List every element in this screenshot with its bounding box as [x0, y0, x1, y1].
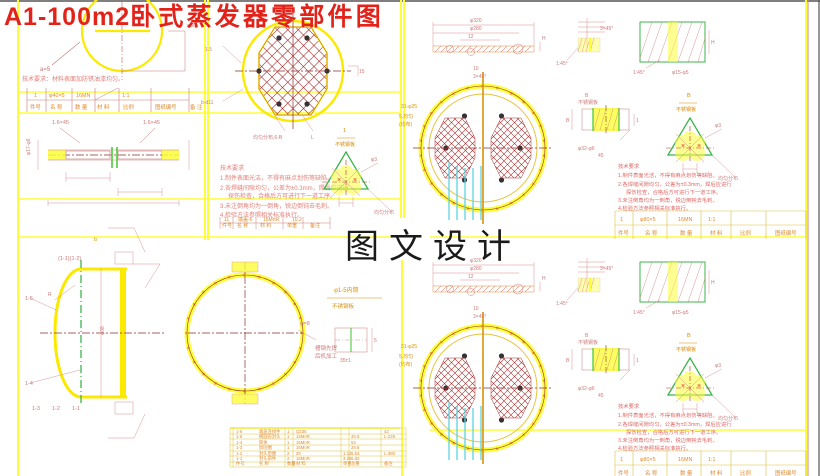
- svg-text:×: ×: [353, 177, 357, 184]
- svg-text:φ3: φ3: [371, 157, 377, 163]
- svg-text:件号: 件号: [30, 103, 41, 111]
- svg-text:技术要求: 技术要求: [220, 164, 244, 172]
- svg-text:探伤检查，合格后方可进行下一道工序。: 探伤检查，合格后方可进行下一道工序。: [228, 192, 336, 200]
- svg-text:3.未注倒角均为一倒角，锐边倒钝去毛刺。: 3.未注倒角均为一倒角，锐边倒钝去毛刺。: [220, 202, 333, 210]
- svg-text:图纸编号: 图纸编号: [155, 103, 177, 111]
- svg-text:15: 15: [359, 69, 365, 75]
- svg-text:名 称: 名 称: [50, 103, 63, 111]
- svg-text:L: L: [311, 135, 314, 141]
- svg-text:端盖-6: 端盖-6: [238, 216, 253, 223]
- svg-text:均匀分布,6-B: 均匀分布,6-B: [253, 134, 283, 141]
- svg-text:不锈钢板: 不锈钢板: [335, 141, 355, 148]
- svg-text:16MN: 16MN: [76, 93, 90, 99]
- svg-text:a=5: a=5: [40, 67, 51, 73]
- svg-text:材 料: 材 料: [97, 103, 110, 111]
- svg-text:φ17-φ6: φ17-φ6: [26, 138, 32, 155]
- svg-text:1: 1: [34, 93, 37, 99]
- svg-text:材 料: 材 料: [260, 222, 271, 229]
- svg-text:名 称: 名 称: [237, 222, 248, 229]
- svg-text:2.各焊缝间隙均匀，公差为±0.3mm，焊后应进行: 2.各焊缝间隙均匀，公差为±0.3mm，焊后应进行: [220, 184, 349, 192]
- svg-text:1:1: 1:1: [122, 93, 130, 99]
- svg-text:φ40×5: φ40×5: [49, 93, 65, 99]
- svg-text:1.5: 1.5: [205, 47, 212, 53]
- svg-text:×: ×: [337, 177, 341, 184]
- svg-text:1.6×45: 1.6×45: [52, 120, 69, 126]
- svg-text:备注: 备注: [310, 222, 320, 229]
- svg-text:均匀分布: 均匀分布: [374, 209, 394, 216]
- svg-text:1.制件表面光洁，不得有麻点划伤等缺陷。: 1.制件表面光洁，不得有麻点划伤等缺陷。: [220, 174, 333, 182]
- svg-text:比例: 比例: [123, 103, 134, 111]
- svg-text:1: 1: [343, 128, 346, 134]
- svg-text:4.检验方法参照相关标准执行。: 4.检验方法参照相关标准执行。: [220, 211, 303, 219]
- svg-text:b-d11: b-d11: [201, 100, 214, 106]
- svg-text:1.6×45: 1.6×45: [143, 120, 160, 126]
- svg-text:备 注: 备 注: [190, 103, 203, 111]
- svg-text:件号: 件号: [222, 222, 232, 229]
- svg-text:数 量: 数 量: [75, 103, 88, 111]
- svg-text:单重: 单重: [287, 222, 297, 229]
- svg-text:技术要求：材料表面加防锈油漆均匀。: 技术要求：材料表面加防锈油漆均匀。: [22, 75, 124, 83]
